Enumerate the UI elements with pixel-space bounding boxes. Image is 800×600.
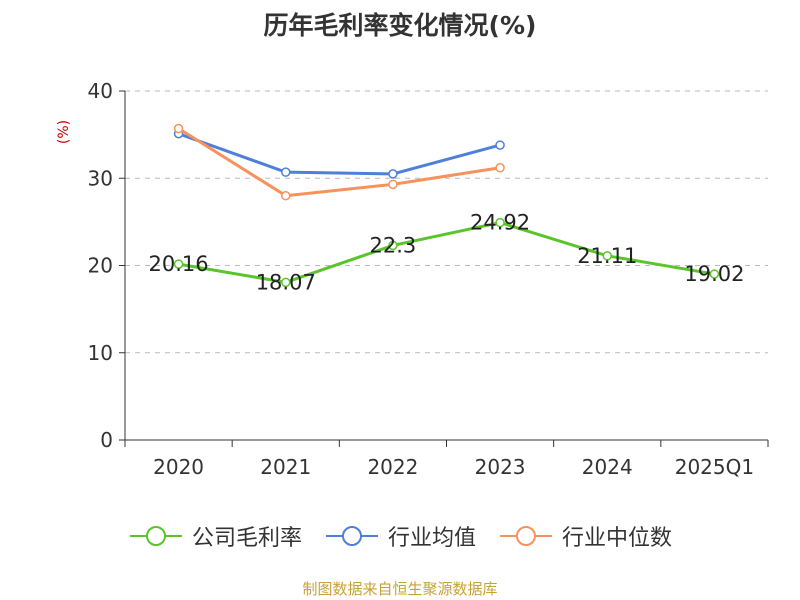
data-point xyxy=(281,277,291,288)
x-tick-label: 2024 xyxy=(582,455,633,479)
x-tick-label: 2020 xyxy=(153,455,204,479)
source-note: 制图数据来自恒生聚源数据库 xyxy=(302,580,498,598)
data-label: 21.11 xyxy=(577,244,637,268)
data-point xyxy=(709,269,720,279)
legend-label: 行业中位数 xyxy=(562,526,673,551)
legend: 公司毛利率 行业均值 行业中位数 xyxy=(0,520,800,552)
series-line xyxy=(178,132,501,176)
legend-line-marker-icon xyxy=(129,526,182,546)
legend-circle xyxy=(516,526,536,546)
y-tick-label: 30 xyxy=(88,166,113,190)
legend-item-industry-mean[interactable]: 行业均值 xyxy=(324,520,476,552)
data-point xyxy=(281,167,291,177)
data-label: 24.92 xyxy=(470,211,530,235)
legend-line-marker-icon xyxy=(325,526,378,546)
x-tick-label: 2021 xyxy=(260,455,311,479)
chart-title: 历年毛利率变化情况(%) xyxy=(263,11,537,40)
data-point xyxy=(602,251,612,261)
legend-line-marker-icon xyxy=(500,526,552,546)
data-label: 18.07 xyxy=(256,270,316,294)
legend-label: 行业均值 xyxy=(387,526,476,551)
data-point xyxy=(173,123,184,134)
series-line xyxy=(178,221,715,284)
data-point xyxy=(495,140,505,150)
x-tick-label: 2022 xyxy=(367,455,418,479)
y-tick-label: 0 xyxy=(100,428,113,452)
y-tick-label: 20 xyxy=(88,254,113,278)
x-tick-label: 2025Q1 xyxy=(675,455,754,479)
data-label: 20.16 xyxy=(149,252,209,276)
data-point xyxy=(281,190,291,201)
x-tick-label: 2023 xyxy=(475,455,526,479)
data-label: 19.02 xyxy=(684,262,744,286)
data-label: 22.3 xyxy=(370,233,417,257)
legend-item-industry-median[interactable]: 行业中位数 xyxy=(498,520,672,552)
data-point xyxy=(495,217,505,228)
legend-circle xyxy=(145,526,166,546)
data-point xyxy=(388,240,398,251)
series-line xyxy=(177,127,501,198)
y-tick-label: 10 xyxy=(88,341,113,365)
data-point xyxy=(173,259,184,269)
legend-item-company[interactable]: 公司毛利率 xyxy=(128,520,302,552)
legend-circle xyxy=(341,526,362,546)
data-point xyxy=(495,163,505,173)
data-point xyxy=(388,179,398,190)
y-tick-label: 40 xyxy=(88,79,113,103)
data-point xyxy=(388,169,398,179)
legend-label: 公司毛利率 xyxy=(191,526,302,551)
